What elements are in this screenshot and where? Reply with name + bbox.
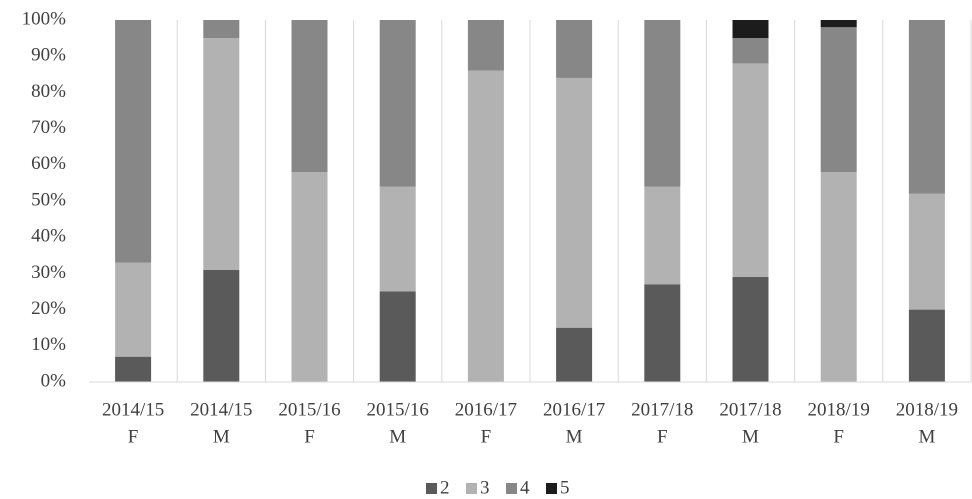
legend-swatch: [546, 483, 557, 494]
bar-segment: [556, 20, 593, 78]
bar-segment: [820, 172, 857, 382]
x-tick-label: 2014/15: [190, 399, 252, 420]
x-tick-label: M: [213, 426, 230, 447]
bar-segment: [203, 269, 240, 382]
bar-segment: [908, 309, 945, 382]
y-tick-label: 10%: [31, 334, 66, 355]
bar-segment: [291, 172, 328, 382]
x-tick-label: 2018/19: [896, 399, 958, 420]
bar-segment: [644, 284, 681, 382]
bar-segment: [291, 20, 328, 173]
y-tick-label: 80%: [31, 81, 66, 102]
y-tick-label: 20%: [31, 298, 66, 319]
bar-segment: [732, 63, 769, 278]
legend-swatch: [506, 483, 517, 494]
x-tick-label: 2017/18: [719, 399, 781, 420]
y-tick-label: 0%: [41, 370, 67, 391]
x-tick-label: 2016/17: [543, 399, 605, 420]
x-tick-label: F: [657, 426, 668, 447]
legend-label: 3: [480, 477, 490, 498]
x-tick-label: F: [304, 426, 315, 447]
x-tick-label: M: [389, 426, 406, 447]
bar-segment: [115, 262, 152, 357]
legend-swatch: [466, 483, 477, 494]
legend-label: 4: [520, 477, 530, 498]
bar-segment: [115, 20, 152, 263]
bar-segment: [732, 277, 769, 382]
x-tick-label: M: [566, 426, 583, 447]
x-tick-label: 2016/17: [455, 399, 517, 420]
bar-segment: [556, 327, 593, 382]
y-tick-label: 30%: [31, 262, 66, 283]
bar-segment: [203, 38, 240, 270]
bar-segment: [556, 77, 593, 328]
bar-segment: [379, 20, 416, 187]
y-tick-label: 100%: [22, 8, 67, 29]
bar-segment: [820, 27, 857, 173]
y-tick-label: 90%: [31, 45, 66, 66]
x-tick-label: 2014/15: [102, 399, 164, 420]
x-tick-label: 2015/16: [367, 399, 429, 420]
x-tick-label: 2015/16: [278, 399, 340, 420]
bar-segment: [467, 20, 504, 71]
x-tick-label: 2018/19: [808, 399, 870, 420]
bar-segment: [203, 20, 240, 39]
bar-segment: [379, 186, 416, 292]
bar-segment: [644, 20, 681, 187]
bar-segment: [732, 20, 769, 39]
y-tick-label: 40%: [31, 226, 66, 247]
x-tick-label: F: [128, 426, 139, 447]
bar-segment: [644, 186, 681, 285]
bar-segment: [908, 193, 945, 310]
legend-label: 5: [560, 477, 570, 498]
legend-swatch: [426, 483, 437, 494]
bar-segment: [732, 38, 769, 64]
bar-segment: [467, 70, 504, 383]
y-tick-label: 70%: [31, 117, 66, 138]
x-tick-label: F: [481, 426, 492, 447]
y-tick-label: 50%: [31, 189, 66, 210]
x-tick-label: F: [833, 426, 844, 447]
legend-label: 2: [440, 477, 450, 498]
bar-segment: [115, 356, 152, 382]
bar-segment: [908, 20, 945, 194]
y-tick-label: 60%: [31, 153, 66, 174]
x-tick-label: 2017/18: [631, 399, 693, 420]
bar-segment: [379, 291, 416, 382]
bar-segment: [820, 20, 857, 28]
x-tick-label: M: [918, 426, 935, 447]
x-tick-label: M: [742, 426, 759, 447]
